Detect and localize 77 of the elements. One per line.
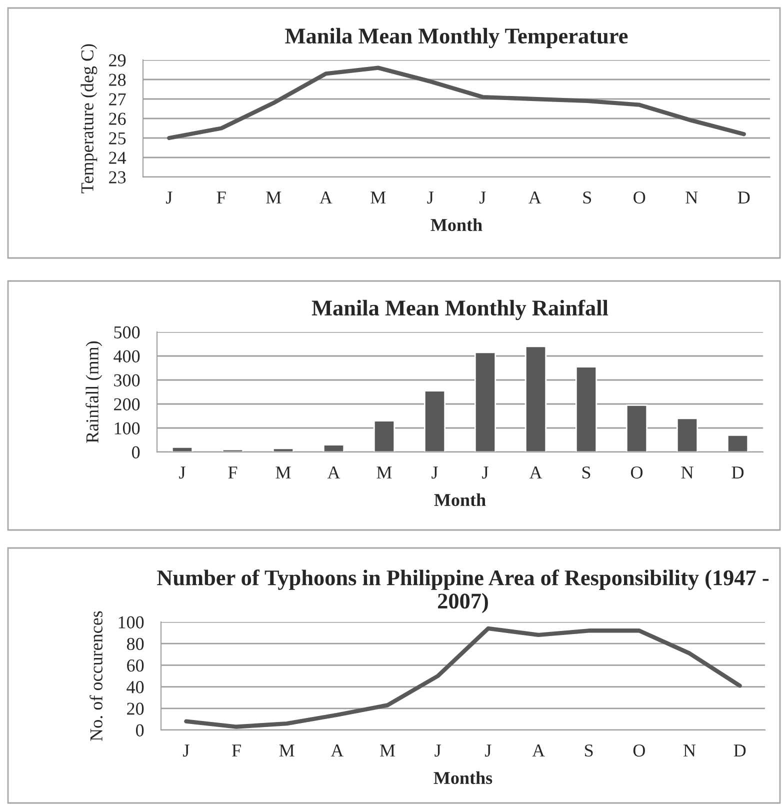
x-tick-label: J xyxy=(479,192,486,204)
bar xyxy=(524,346,547,452)
bar xyxy=(322,444,345,452)
bar xyxy=(171,446,194,452)
x-tick-label: F xyxy=(216,192,226,204)
chart-title: Manila Mean Monthly Temperature xyxy=(285,28,628,48)
x-tick-label: M xyxy=(279,744,294,756)
x-tick-label: D xyxy=(738,192,750,204)
y-tick-label: 400 xyxy=(114,350,140,362)
y-tick-label: 0 xyxy=(136,724,144,736)
x-tick-label: M xyxy=(380,744,395,756)
x-tick-label: A xyxy=(327,466,340,478)
x-tick-label: J xyxy=(179,466,186,479)
x-tick-label: A xyxy=(528,192,542,204)
x-tick-label: M xyxy=(276,466,291,478)
x-tick-label: M xyxy=(370,192,386,204)
x-tick-label: D xyxy=(734,744,746,756)
bar xyxy=(272,448,294,452)
y-tick-label: 23 xyxy=(109,171,126,184)
y-tick-label: 60 xyxy=(127,659,144,672)
y-tick-label: 80 xyxy=(126,638,144,650)
x-tick-label: N xyxy=(686,192,698,204)
bar xyxy=(726,434,749,452)
y-axis-title: Temperature (deg C) xyxy=(80,44,98,194)
x-axis-title: Month xyxy=(434,493,486,506)
line-series xyxy=(167,66,746,140)
x-tick-label: A xyxy=(330,744,344,756)
y-tick-label: 500 xyxy=(114,326,140,338)
y-tick-label: 200 xyxy=(114,398,140,410)
x-tick-label: J xyxy=(166,192,172,204)
chart-title: Manila Mean Monthly Rainfall xyxy=(312,300,608,320)
bar xyxy=(676,418,698,452)
x-tick-label: S xyxy=(583,191,592,204)
y-tick-label: 28 xyxy=(109,74,126,86)
x-tick-label: S xyxy=(582,466,590,479)
x-tick-label: A xyxy=(320,192,332,204)
x-tick-label: A xyxy=(529,466,542,478)
x-tick-label: N xyxy=(684,744,696,756)
y-tick-label: 300 xyxy=(114,374,140,386)
x-tick-label: O xyxy=(633,744,645,757)
bar xyxy=(474,352,496,452)
x-tick-label: J xyxy=(434,744,441,757)
x-axis-title: Months xyxy=(434,771,492,784)
y-tick-label: 29 xyxy=(109,54,126,66)
y-tick-label: 100 xyxy=(118,616,144,628)
y-tick-label: 24 xyxy=(109,152,126,164)
y-tick-label: 0 xyxy=(132,446,140,458)
y-tick-label: 25 xyxy=(109,132,126,144)
y-tick-label: 100 xyxy=(114,422,140,434)
x-tick-label: J xyxy=(427,192,434,204)
y-tick-label: 40 xyxy=(126,681,144,694)
x-tick-label: F xyxy=(232,744,241,756)
x-tick-label: F xyxy=(228,466,238,478)
bar xyxy=(373,420,396,452)
y-axis-title: No. of occurences xyxy=(90,611,103,741)
x-tick-label: J xyxy=(482,466,488,479)
y-tick-label: 20 xyxy=(127,702,144,715)
x-tick-label: J xyxy=(485,744,492,757)
x-tick-label: M xyxy=(376,466,392,478)
y-tick-label: 27 xyxy=(109,93,126,106)
x-tick-label: N xyxy=(681,466,694,478)
y-tick-label: 26 xyxy=(109,112,126,125)
x-tick-label: O xyxy=(634,191,646,204)
x-tick-label: S xyxy=(585,744,593,757)
x-tick-label: J xyxy=(183,744,190,757)
bar xyxy=(626,404,648,452)
bar xyxy=(424,390,446,452)
chart-title: Number of Typhoons in Philippine Area of Responsibility (1947 - 2007) xyxy=(157,569,769,614)
y-axis-title: Rainfall (mm) xyxy=(86,341,102,443)
x-tick-label: J xyxy=(432,466,438,479)
x-tick-label: M xyxy=(266,192,282,204)
x-axis-title: Month xyxy=(430,218,482,232)
line-series xyxy=(184,626,742,729)
x-tick-label: O xyxy=(630,466,643,479)
x-tick-label: A xyxy=(532,744,545,756)
bar xyxy=(575,366,598,452)
x-tick-label: D xyxy=(732,466,744,478)
